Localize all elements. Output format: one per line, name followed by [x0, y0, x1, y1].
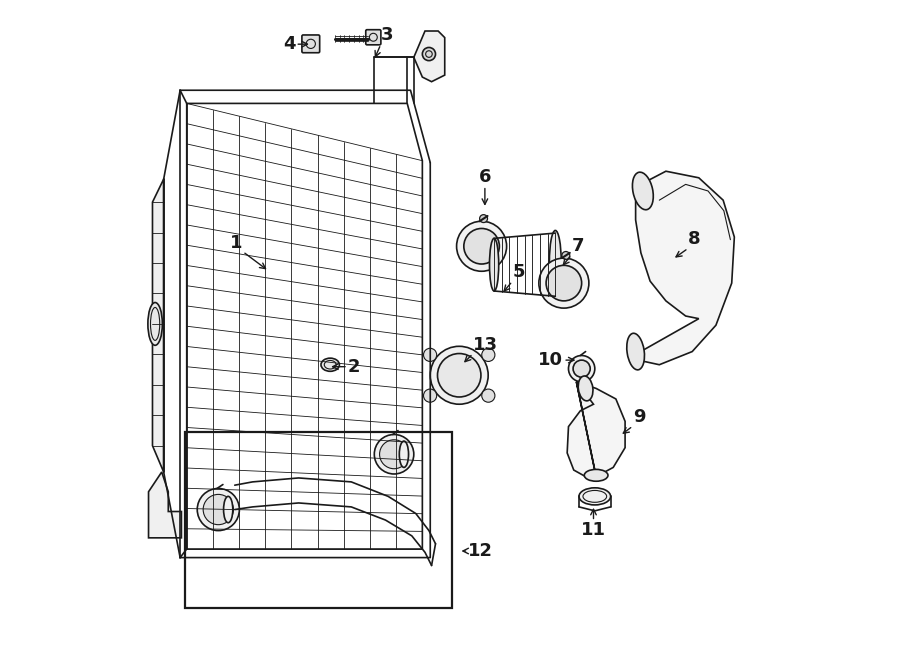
- Circle shape: [464, 229, 500, 264]
- Text: 9: 9: [633, 408, 645, 426]
- Circle shape: [573, 360, 590, 377]
- Text: 5: 5: [512, 263, 525, 281]
- Circle shape: [539, 258, 589, 308]
- Circle shape: [424, 389, 436, 403]
- Circle shape: [569, 356, 595, 382]
- Text: 13: 13: [473, 336, 498, 354]
- Text: 10: 10: [538, 351, 563, 369]
- Circle shape: [562, 252, 570, 259]
- Ellipse shape: [633, 172, 653, 210]
- Text: 7: 7: [572, 237, 584, 254]
- Polygon shape: [148, 472, 182, 538]
- Circle shape: [437, 354, 481, 397]
- Text: 4: 4: [283, 35, 295, 53]
- Ellipse shape: [321, 358, 339, 371]
- Text: 3: 3: [381, 26, 393, 44]
- Circle shape: [546, 265, 581, 301]
- Ellipse shape: [148, 303, 162, 345]
- Ellipse shape: [578, 376, 593, 401]
- Text: 6: 6: [479, 168, 491, 186]
- Ellipse shape: [584, 469, 608, 481]
- Circle shape: [422, 48, 436, 61]
- Text: 8: 8: [688, 230, 701, 249]
- Text: 12: 12: [468, 542, 493, 560]
- Circle shape: [430, 346, 488, 405]
- Ellipse shape: [223, 496, 233, 523]
- Circle shape: [456, 221, 507, 271]
- Circle shape: [482, 389, 495, 403]
- Bar: [185, 432, 452, 608]
- Polygon shape: [567, 382, 626, 477]
- Circle shape: [203, 494, 233, 525]
- Ellipse shape: [400, 441, 409, 467]
- FancyBboxPatch shape: [365, 30, 381, 45]
- Ellipse shape: [626, 333, 644, 370]
- Circle shape: [197, 488, 239, 531]
- Circle shape: [374, 434, 414, 474]
- Ellipse shape: [579, 488, 610, 505]
- Text: 2: 2: [348, 358, 361, 375]
- Text: 1: 1: [230, 233, 243, 252]
- Ellipse shape: [549, 231, 562, 293]
- Polygon shape: [629, 171, 734, 365]
- Circle shape: [480, 215, 488, 223]
- Polygon shape: [414, 31, 445, 82]
- Circle shape: [380, 440, 409, 469]
- Ellipse shape: [490, 239, 499, 291]
- Polygon shape: [152, 179, 164, 472]
- Text: 11: 11: [581, 522, 606, 539]
- FancyBboxPatch shape: [302, 35, 319, 53]
- Circle shape: [482, 348, 495, 362]
- Circle shape: [424, 348, 436, 362]
